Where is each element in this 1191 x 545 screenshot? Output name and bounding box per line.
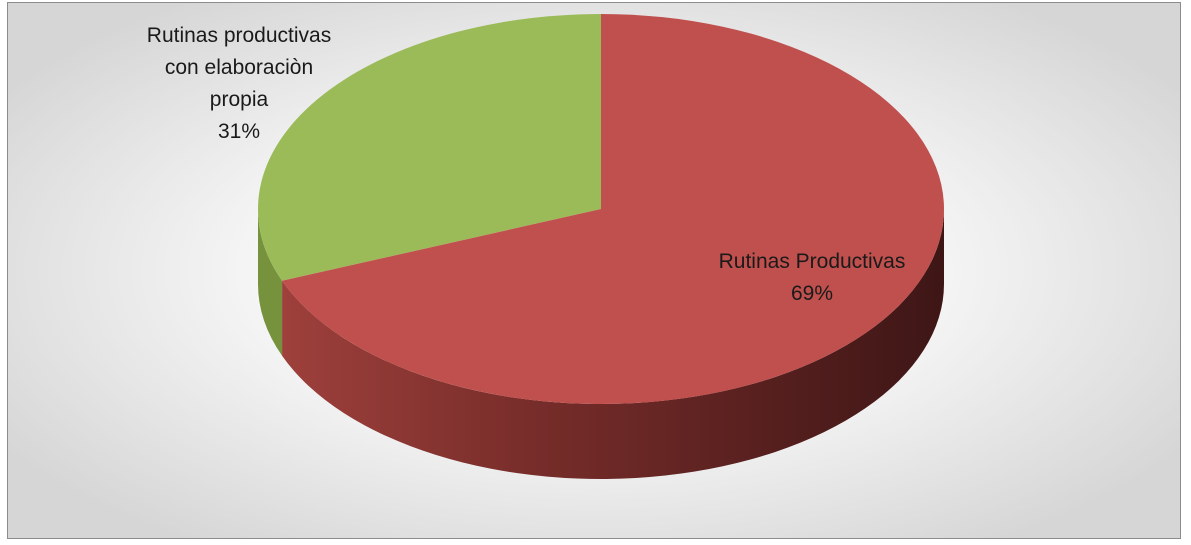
slice-label-line: propia [210, 88, 269, 111]
pie-slice-side [282, 209, 944, 479]
slice-label-line: Rutinas productivas [147, 24, 331, 47]
slice-percent-label: 69% [791, 282, 833, 305]
slice-label-rutinas-productivas: Rutinas Productivas 69% [719, 250, 906, 305]
slice-label-rutinas-productivas-elaboracion: Rutinas productivas con elaboraciòn prop… [147, 24, 331, 143]
pie-slice-side [258, 209, 283, 356]
pie-slice [282, 14, 945, 404]
chart-area: Rutinas productivas con elaboraciòn prop… [7, 2, 1181, 539]
pie-slice [258, 14, 601, 281]
slice-label-line: Rutinas Productivas [719, 250, 906, 273]
pie-chart: Rutinas productivas con elaboraciòn prop… [147, 14, 945, 479]
slice-label-line: con elaboraciòn [165, 56, 313, 79]
slice-percent-label: 31% [218, 120, 260, 143]
